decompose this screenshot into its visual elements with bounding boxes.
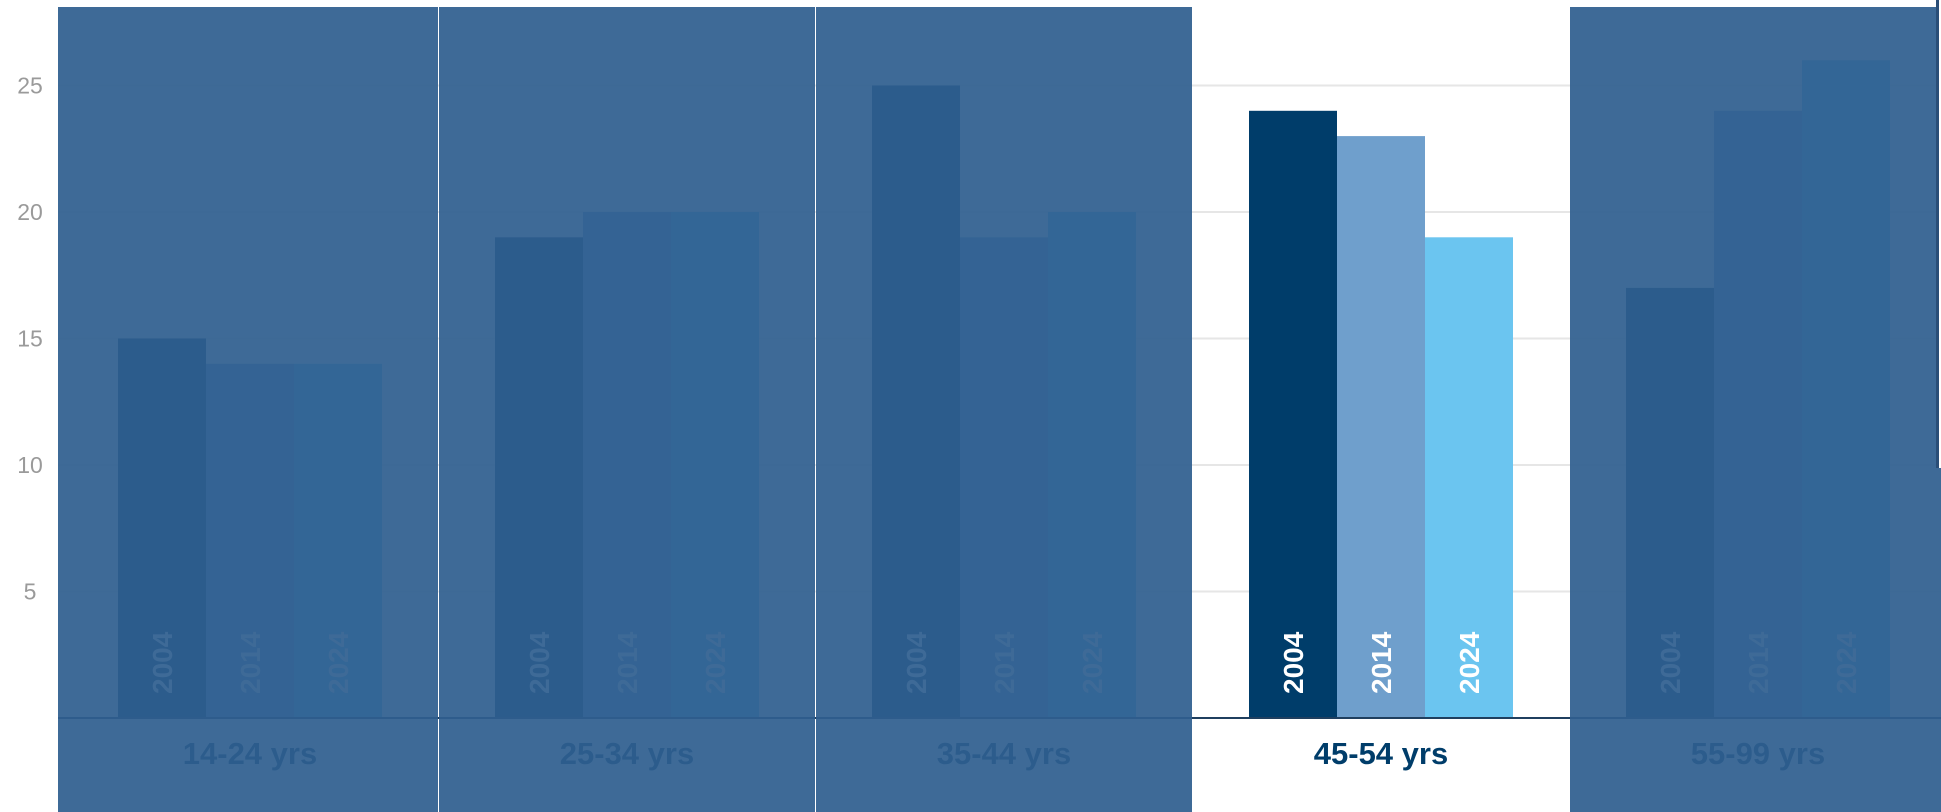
bar-label: 2004	[1278, 631, 1309, 694]
y-tick-label: 10	[17, 452, 43, 478]
bar-label: 2024	[1454, 631, 1485, 694]
y-tick-label: 25	[17, 73, 43, 99]
dim-band-1	[439, 7, 815, 812]
dim-band-4	[1570, 7, 1941, 812]
y-tick-label: 5	[24, 579, 37, 605]
tooltip-panel-edge	[1936, 0, 1941, 468]
y-tick-label: 20	[17, 199, 43, 225]
bar-label: 2014	[1366, 631, 1397, 694]
dim-overlay	[58, 7, 1941, 812]
bar-2014-3[interactable]	[1337, 136, 1425, 719]
dim-band-0	[58, 7, 438, 812]
category-label: 45-54 yrs	[1314, 736, 1448, 771]
dim-band-2	[816, 7, 1192, 812]
bar-2024-3[interactable]	[1425, 237, 1513, 719]
bar-2004-3[interactable]	[1249, 110, 1337, 719]
y-tick-label: 15	[17, 326, 43, 352]
